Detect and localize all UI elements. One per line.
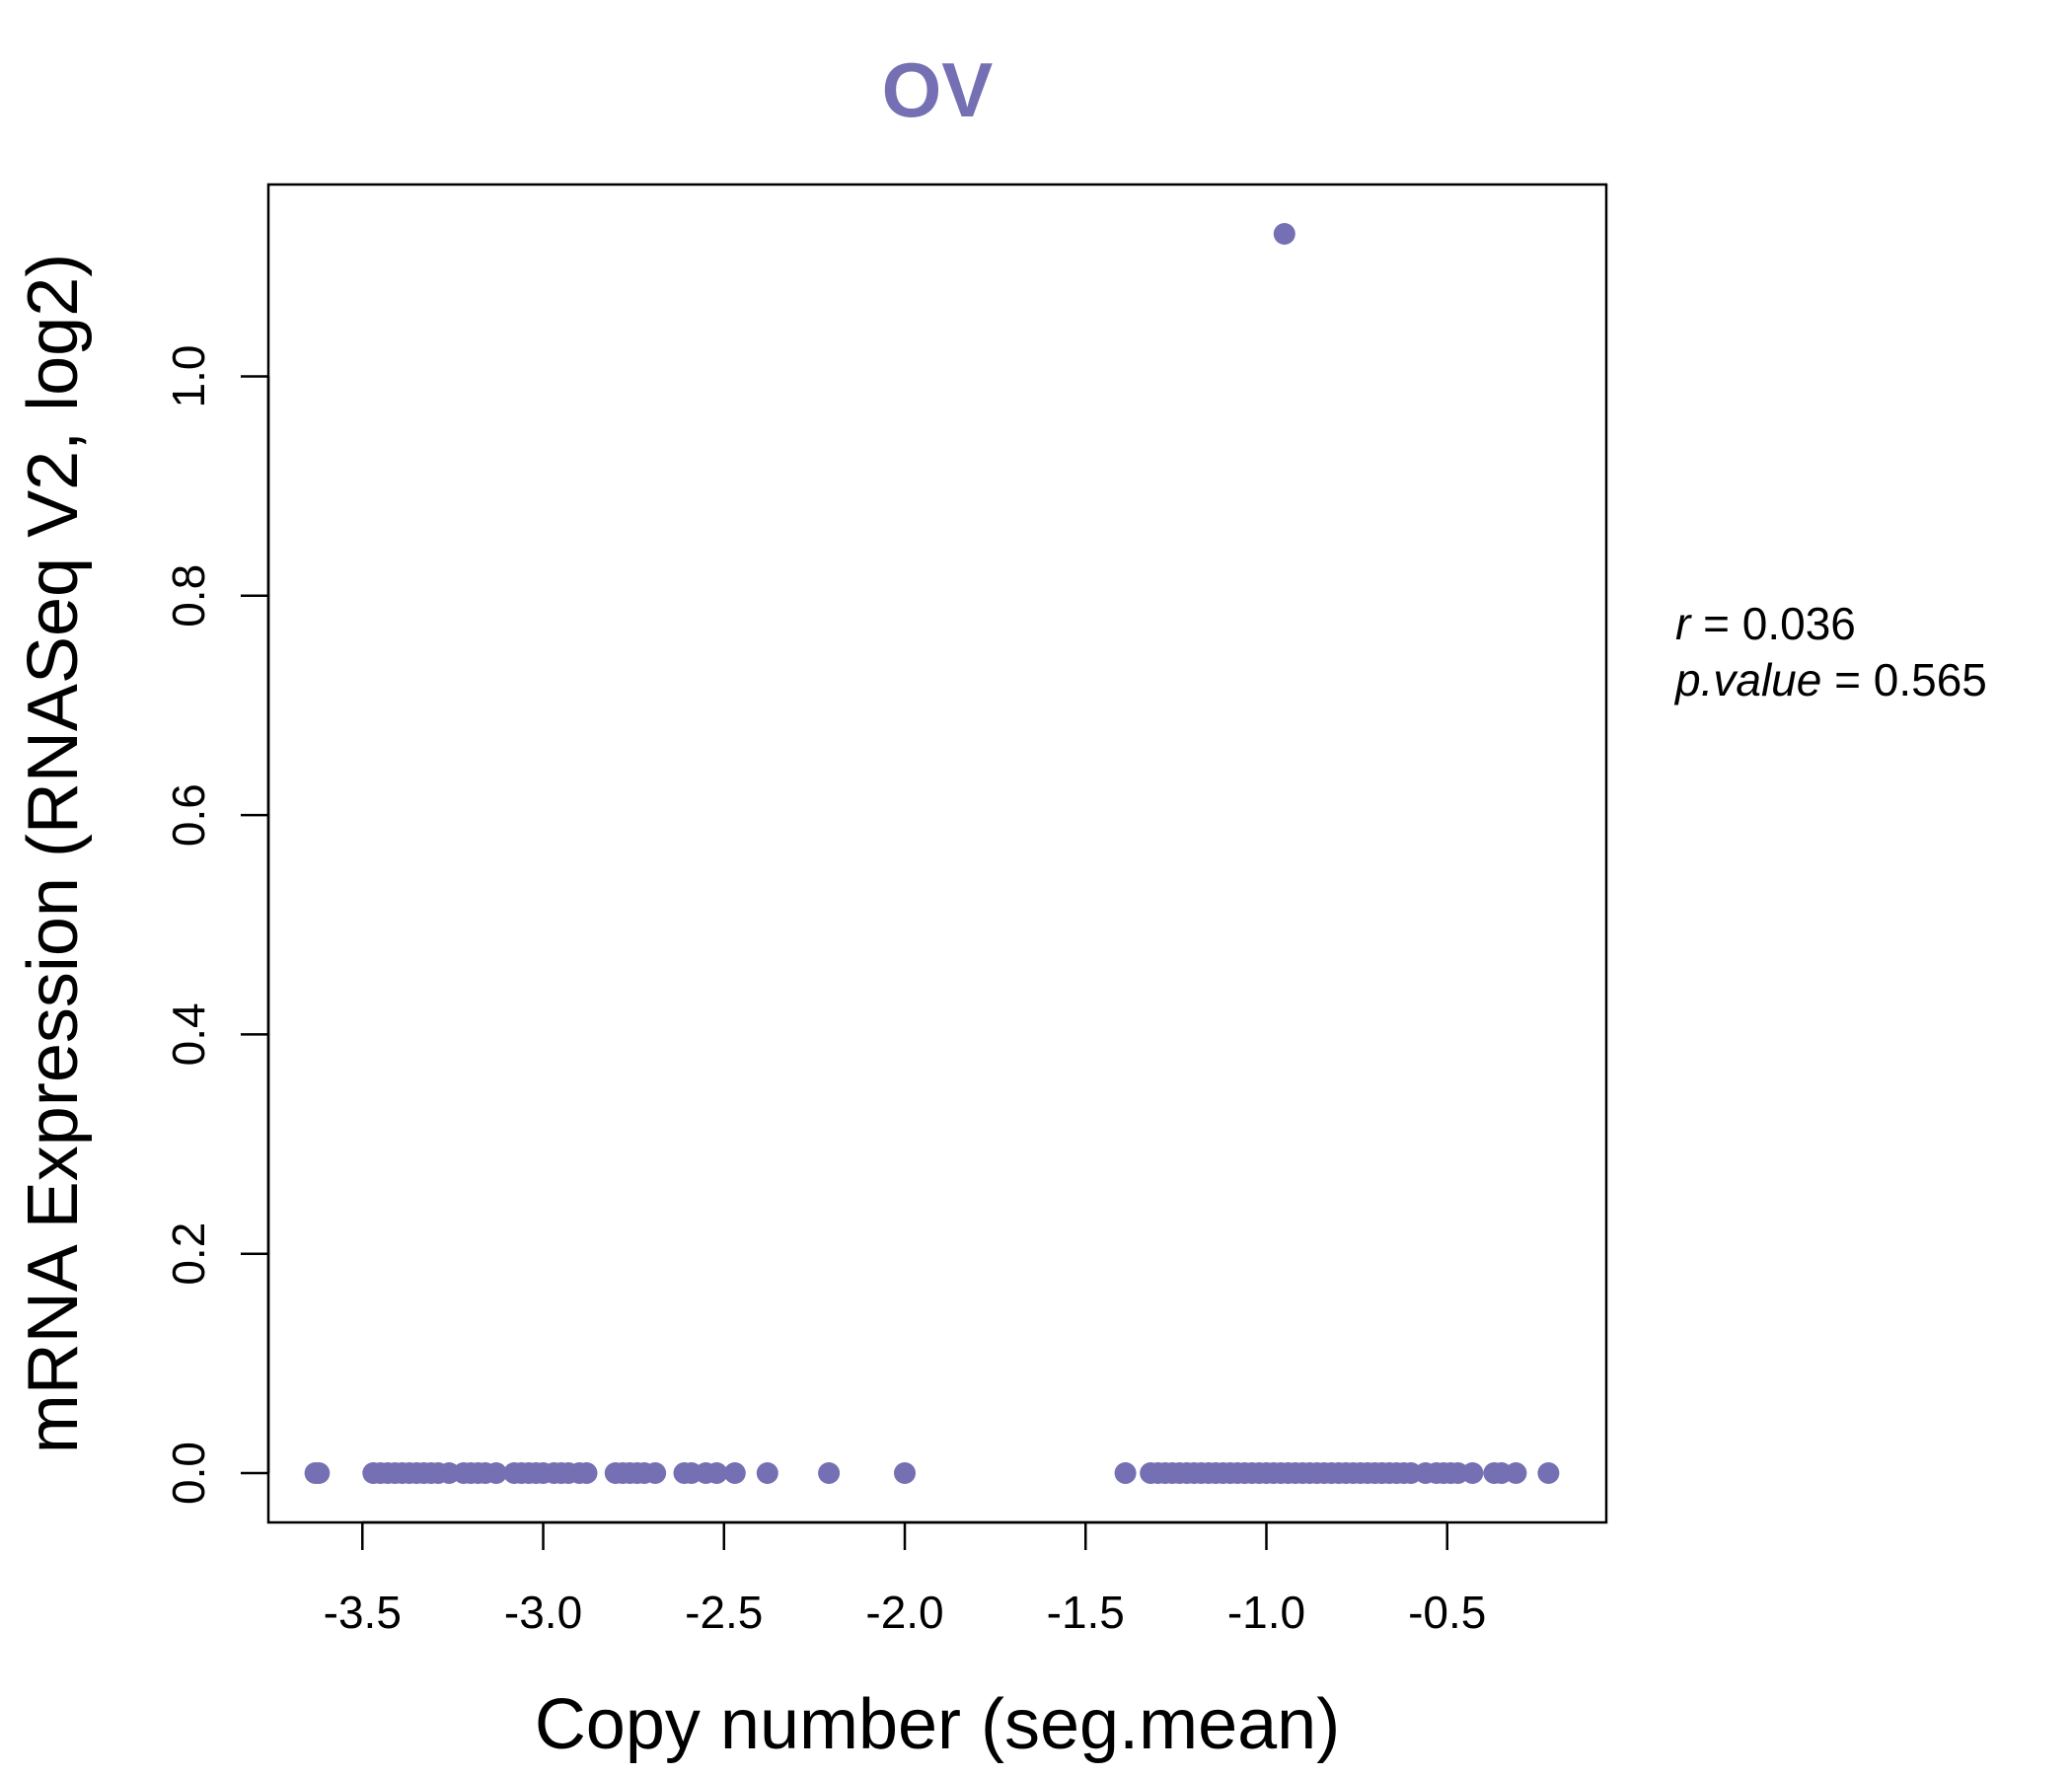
x-tick-label-1: -3.0 [504, 1587, 582, 1638]
x-axis: -3.5 -3.0 -2.5 -2.0 -1.5 -1.0 -0.5 [324, 1520, 1486, 1638]
r-stat: r = 0.036 [1675, 598, 1856, 649]
chart-title: OV [882, 46, 994, 133]
data-point-27 [575, 1462, 598, 1484]
data-point-37 [705, 1462, 728, 1484]
x-tick-label-4: -1.5 [1047, 1587, 1125, 1638]
y-tick-label-5: 1.0 [163, 345, 214, 408]
data-point-40 [818, 1462, 841, 1484]
data-point-88 [1505, 1462, 1527, 1484]
data-point-39 [756, 1462, 778, 1484]
data-point-17 [484, 1462, 507, 1484]
p-value-stat-value: 0.565 [1874, 654, 1987, 705]
y-tick-label-1: 0.2 [163, 1222, 214, 1286]
data-point-42 [1114, 1462, 1137, 1484]
data-point-38 [723, 1462, 746, 1484]
y-tick-label-4: 0.8 [163, 564, 214, 628]
y-tick-label-0: 0.0 [163, 1442, 214, 1505]
data-point-41 [894, 1462, 916, 1484]
x-axis-label: Copy number (seg.mean) [535, 1685, 1340, 1764]
data-point-85 [1461, 1462, 1484, 1484]
x-tick-label-2: -2.5 [685, 1587, 763, 1638]
p-value-stat-label: p.value [1673, 654, 1821, 705]
y-axis-label: mRNA Expression (RNASeq V2, log2) [14, 254, 93, 1453]
data-point-33 [644, 1462, 667, 1484]
x-tick-label-5: -1.0 [1227, 1587, 1305, 1638]
y-axis: 0.0 0.2 0.4 0.6 0.8 1.0 [163, 345, 270, 1505]
x-tick-label-3: -2.0 [865, 1587, 943, 1638]
x-tick-label-0: -3.5 [324, 1587, 402, 1638]
data-points [304, 223, 1560, 1484]
data-point-90 [1273, 223, 1295, 245]
x-tick-label-6: -0.5 [1408, 1587, 1486, 1638]
data-point-89 [1537, 1462, 1560, 1484]
plot-frame [266, 183, 1608, 1524]
r-stat-value: 0.036 [1742, 598, 1856, 649]
r-stat-label: r [1675, 598, 1692, 649]
data-point-1 [308, 1462, 331, 1484]
correlation-stats: r = 0.036 p.value = 0.565 [1673, 598, 1987, 705]
y-tick-label-3: 0.6 [163, 783, 214, 847]
p-value-stat: p.value = 0.565 [1673, 654, 1987, 705]
y-tick-label-2: 0.4 [163, 1002, 214, 1066]
